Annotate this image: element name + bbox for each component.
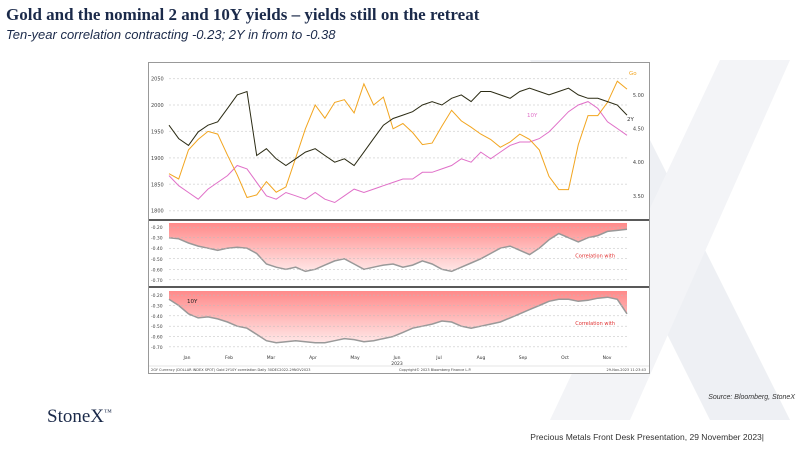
y-right-tick-label: 5.00 <box>633 93 644 99</box>
corr-tick-label: -0.60 <box>151 267 163 273</box>
stonex-logo: StoneX™ <box>47 406 112 427</box>
x-month-label: Aug <box>477 355 486 361</box>
corr-tick-label: -0.70 <box>151 345 163 351</box>
x-month-label: May <box>350 355 360 361</box>
x-month-label: Nov <box>603 355 612 361</box>
y-left-tick-label: 1800 <box>151 209 164 215</box>
corr-tick-label: -0.60 <box>151 335 163 341</box>
series-label-gold: Go <box>629 71 637 77</box>
bloomberg-footer-left: 2GY Currency (DOLLAR INDEX SPOT) Gold 2Y… <box>151 368 311 372</box>
correlation-line-b <box>168 296 628 344</box>
series-10y-line <box>168 101 628 204</box>
y-left-tick-label: 1850 <box>151 182 164 188</box>
corr-tick-label: -0.40 <box>151 314 163 320</box>
y-left-tick-label: 1900 <box>151 156 164 162</box>
x-month-label: Jul <box>435 355 441 361</box>
x-month-label: Sep <box>519 355 528 361</box>
corr-tick-label: -0.20 <box>151 225 163 231</box>
source-note: Source: Bloomberg, StoneX <box>708 394 795 401</box>
series-label-2y: 2Y <box>627 117 634 123</box>
bloomberg-footer-right: 29-Nov-2023 11:23:43 <box>607 368 646 372</box>
x-month-label: Feb <box>225 355 233 361</box>
correlation-area-b <box>169 291 627 343</box>
x-month-label: Oct <box>561 355 569 361</box>
series-label-10y: 10Y <box>527 113 538 119</box>
corr-tick-label: -0.50 <box>151 324 163 330</box>
x-year-label: 2023 <box>391 361 403 367</box>
main-panel-bg <box>149 63 649 220</box>
slide-subtitle: Ten-year correlation contracting -0.23; … <box>6 27 336 42</box>
correlation-label-a: Correlation with <box>575 254 615 260</box>
y-right-tick-label: 4.50 <box>633 127 644 133</box>
bloomberg-chart: 2050 2000 1950 1900 1850 1800 5.00 4.50 4.00 3.50… <box>148 62 650 374</box>
series-2y-line <box>168 87 628 167</box>
corr-tick-label: -0.30 <box>151 236 163 242</box>
bloomberg-footer-mid: Copyright© 2023 Bloomberg Finance L.P. <box>399 368 471 372</box>
corr-tick-label: -0.40 <box>151 246 163 252</box>
correlation-area-a <box>169 223 627 272</box>
y-left-tick-label: 1950 <box>151 129 164 135</box>
correlation-label-b: Correlation with <box>575 321 615 327</box>
x-month-label: Apr <box>309 355 317 361</box>
x-month-label: Jun <box>392 355 400 361</box>
footer-text: Precious Metals Front Desk Presentation,… <box>530 432 764 442</box>
y-left-tick-label: 2050 <box>151 77 164 83</box>
corr-tick-label: -0.70 <box>151 278 163 284</box>
y-left-tick-label: 2000 <box>151 103 164 109</box>
corr-tick-label: -0.50 <box>151 257 163 263</box>
corr-tick-label: -0.30 <box>151 303 163 309</box>
corr-series-label: 10Y <box>187 299 198 305</box>
y-right-tick-label: 3.50 <box>633 194 644 200</box>
x-month-label: Jan <box>183 355 191 361</box>
x-month-label: Mar <box>267 355 276 361</box>
series-gold-line <box>168 80 628 199</box>
corr-tick-label: -0.20 <box>151 293 163 299</box>
y-right-tick-label: 4.00 <box>633 160 644 166</box>
slide-title: Gold and the nominal 2 and 10Y yields – … <box>6 5 480 24</box>
